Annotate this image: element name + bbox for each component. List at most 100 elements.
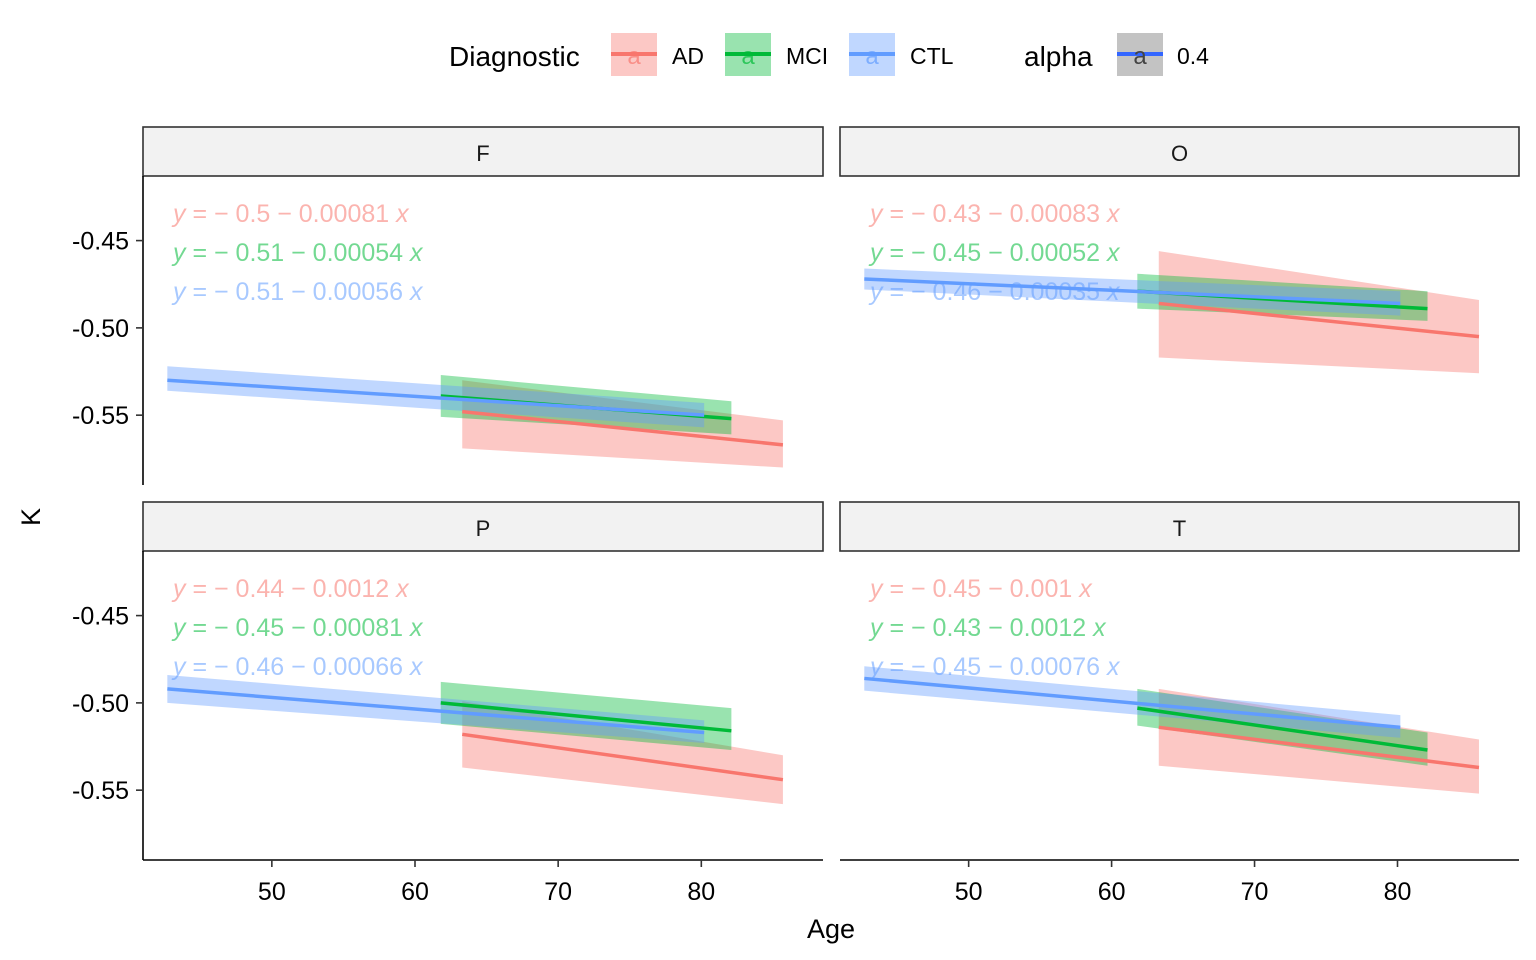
strip-o <box>839 126 1520 177</box>
x-tick-label-t: 60 <box>1098 878 1126 906</box>
fit-line-ad-o <box>1158 301 1480 339</box>
fit-line-ad-t <box>1158 725 1480 770</box>
equation-y-label: y <box>868 575 884 603</box>
y-axis-title: K <box>16 508 46 526</box>
fit-line-ad-p <box>461 732 784 782</box>
x-axis-title: Age <box>807 914 855 944</box>
ci-ribbon-ad-p <box>462 701 783 805</box>
equation-y-label: y <box>171 653 187 681</box>
equation-y-label: y <box>868 653 884 681</box>
equation-x-label: x <box>1106 278 1121 306</box>
panel-o: Oy = − 0.43 − 0.00083 xy = − 0.45 − 0.00… <box>839 126 1520 374</box>
equation-body: = − 0.51 − 0.00056 <box>186 278 411 306</box>
equation-mci-p: y = − 0.45 − 0.00081 x <box>171 614 424 642</box>
equation-y-label: y <box>171 200 187 228</box>
fit-line-ctl-f <box>167 378 705 417</box>
legend-label-alpha: 0.4 <box>1177 43 1209 69</box>
equation-body: = − 0.43 − 0.00083 <box>883 200 1108 228</box>
strip-label-f: F <box>476 141 489 166</box>
facet-panels: Fy = − 0.5 − 0.00081 xy = − 0.51 − 0.000… <box>72 126 1520 906</box>
legend-label-mci: MCI <box>786 43 828 69</box>
equation-mci-f: y = − 0.51 − 0.00054 x <box>171 239 424 267</box>
x-tick-label-p: 80 <box>687 878 715 906</box>
y-tick-label-p: -0.45 <box>72 603 129 631</box>
equation-body: = − 0.46 − 0.00035 <box>883 278 1108 306</box>
x-tick-label-t: 50 <box>955 878 983 906</box>
equation-body: = − 0.45 − 0.00076 <box>883 653 1108 681</box>
legend-key-glyph-ctl: a <box>865 43 879 70</box>
equation-x-label: x <box>409 653 424 681</box>
panel-p: Py = − 0.44 − 0.0012 xy = − 0.45 − 0.000… <box>72 501 824 906</box>
strip-t <box>839 501 1520 552</box>
y-tick-label-p: -0.55 <box>72 777 129 805</box>
equation-y-label: y <box>868 614 884 642</box>
equation-body: = − 0.51 − 0.00054 <box>186 239 411 267</box>
fit-line-mci-t <box>1137 706 1428 752</box>
ci-ribbon-ad-t <box>1158 688 1479 794</box>
x-tick-label-p: 50 <box>258 878 286 906</box>
ci-ribbon-ad-o <box>1158 251 1479 374</box>
equation-x-label: x <box>1106 239 1121 267</box>
equation-ad-f: y = − 0.5 − 0.00081 x <box>171 200 410 228</box>
legend-title-alpha: alpha <box>1024 41 1093 72</box>
equation-x-label: x <box>409 614 424 642</box>
equation-ad-t: y = − 0.45 − 0.001 x <box>868 575 1093 603</box>
equation-x-label: x <box>409 239 424 267</box>
panel-f: Fy = − 0.5 − 0.00081 xy = − 0.51 − 0.000… <box>72 126 824 485</box>
equation-y-label: y <box>868 200 884 228</box>
ci-ribbon-mci-f <box>440 375 732 435</box>
strip-label-o: O <box>1171 141 1188 166</box>
legend-key-glyph-ad: a <box>627 43 641 70</box>
y-tick-label-f: -0.55 <box>72 402 129 430</box>
equation-y-label: y <box>868 239 884 267</box>
equation-body: = − 0.46 − 0.00066 <box>186 653 411 681</box>
equation-ctl-t: y = − 0.45 − 0.00076 x <box>868 653 1121 681</box>
fit-line-ctl-t <box>864 676 1401 730</box>
equation-ctl-p: y = − 0.46 − 0.00066 x <box>171 653 424 681</box>
strip-label-p: P <box>476 516 491 541</box>
strip-f <box>142 126 824 177</box>
equation-x-label: x <box>1106 653 1121 681</box>
y-tick-label-p: -0.50 <box>72 690 129 718</box>
equation-body: = − 0.45 − 0.00081 <box>186 614 411 642</box>
equation-body: = − 0.44 − 0.0012 <box>186 575 397 603</box>
fit-line-mci-p <box>440 701 732 733</box>
equation-body: = − 0.43 − 0.0012 <box>883 614 1094 642</box>
legend-label-ad: AD <box>672 43 704 69</box>
equation-y-label: y <box>868 278 884 306</box>
equation-ad-p: y = − 0.44 − 0.0012 x <box>171 575 410 603</box>
equation-y-label: y <box>171 239 187 267</box>
y-tick-label-f: -0.45 <box>72 228 129 256</box>
equation-body: = − 0.5 − 0.00081 <box>186 200 397 228</box>
strip-p <box>142 501 824 552</box>
equation-body: = − 0.45 − 0.001 <box>883 575 1080 603</box>
panel-t: Ty = − 0.45 − 0.001 xy = − 0.43 − 0.0012… <box>839 501 1520 906</box>
equation-x-label: x <box>395 575 410 603</box>
equation-y-label: y <box>171 575 187 603</box>
equation-ctl-f: y = − 0.51 − 0.00056 x <box>171 278 424 306</box>
equation-x-label: x <box>1092 614 1107 642</box>
legend-key-glyph-alpha: a <box>1133 43 1147 70</box>
equation-mci-o: y = − 0.45 − 0.00052 x <box>868 239 1121 267</box>
legend: Diagnostic a AD a MCI a CTL alpha a 0.4 <box>449 33 1209 76</box>
fit-line-ctl-o <box>864 277 1401 306</box>
equation-body: = − 0.45 − 0.00052 <box>883 239 1108 267</box>
equation-ctl-o: y = − 0.46 − 0.00035 x <box>868 278 1121 306</box>
strip-label-t: T <box>1173 516 1186 541</box>
equation-x-label: x <box>395 200 410 228</box>
legend-title-diagnostic: Diagnostic <box>449 41 580 72</box>
x-tick-label-t: 80 <box>1384 878 1412 906</box>
x-tick-label-p: 70 <box>544 878 572 906</box>
y-tick-label-f: -0.50 <box>72 315 129 343</box>
equation-x-label: x <box>1106 200 1121 228</box>
x-tick-label-p: 60 <box>401 878 429 906</box>
equation-x-label: x <box>409 278 424 306</box>
ci-ribbon-ad-f <box>462 380 783 468</box>
equation-y-label: y <box>171 614 187 642</box>
x-tick-label-t: 70 <box>1241 878 1269 906</box>
legend-label-ctl: CTL <box>910 43 954 69</box>
equation-y-label: y <box>171 278 187 306</box>
equation-ad-o: y = − 0.43 − 0.00083 x <box>868 200 1121 228</box>
equation-mci-t: y = − 0.43 − 0.0012 x <box>868 614 1107 642</box>
